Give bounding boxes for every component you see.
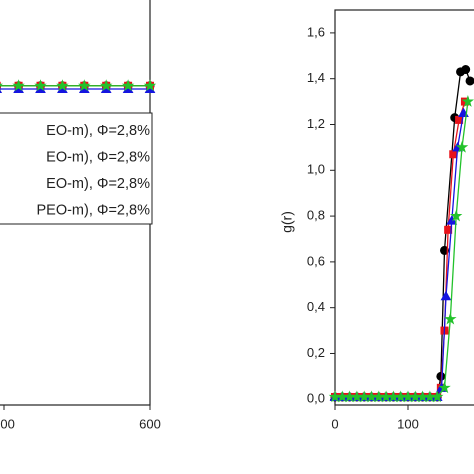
y-tick-label: 1,4	[307, 70, 325, 85]
marker	[12, 79, 25, 92]
marker	[438, 381, 451, 394]
y-tick-label: 1,6	[307, 24, 325, 39]
marker	[461, 65, 471, 75]
marker	[461, 95, 474, 107]
y-tick-label: 0,6	[307, 253, 325, 268]
y-tick-label: 1,2	[307, 116, 325, 131]
legend-label: PEO-m), Φ=2,8%	[36, 202, 150, 218]
x-tick-label: 500	[0, 416, 15, 431]
series	[328, 95, 474, 403]
marker	[446, 215, 458, 225]
marker	[78, 79, 91, 92]
x-tick-label: 0	[331, 416, 338, 431]
marker	[143, 79, 157, 92]
marker	[0, 83, 3, 92]
x-tick-label: 600	[139, 416, 161, 431]
legend-label: EO-m), Φ=2,8%	[46, 123, 150, 139]
y-tick-label: 0,2	[307, 345, 325, 360]
marker	[465, 76, 474, 86]
marker	[56, 79, 69, 92]
marker	[440, 290, 452, 301]
marker	[34, 79, 47, 92]
y-tick-label: 0,0	[307, 391, 325, 406]
marker	[121, 79, 135, 92]
marker	[455, 140, 469, 153]
legend-label: EO-m), Φ=2,8%	[46, 176, 150, 192]
marker	[440, 245, 449, 255]
marker	[449, 150, 458, 159]
y-tick-label: 0,8	[307, 208, 325, 223]
marker	[99, 79, 113, 92]
x-tick-label: 100	[397, 416, 419, 431]
y-tick-label: 1,0	[307, 162, 325, 177]
series	[0, 79, 157, 92]
marker	[449, 209, 463, 222]
y-axis-label: g(r)	[279, 211, 295, 233]
marker	[444, 312, 457, 325]
series	[330, 65, 474, 402]
legend	[0, 112, 153, 225]
legend-label: EO-m), Φ=2,8%	[46, 149, 150, 165]
y-tick-label: 0,4	[307, 299, 325, 314]
marker	[430, 390, 444, 403]
